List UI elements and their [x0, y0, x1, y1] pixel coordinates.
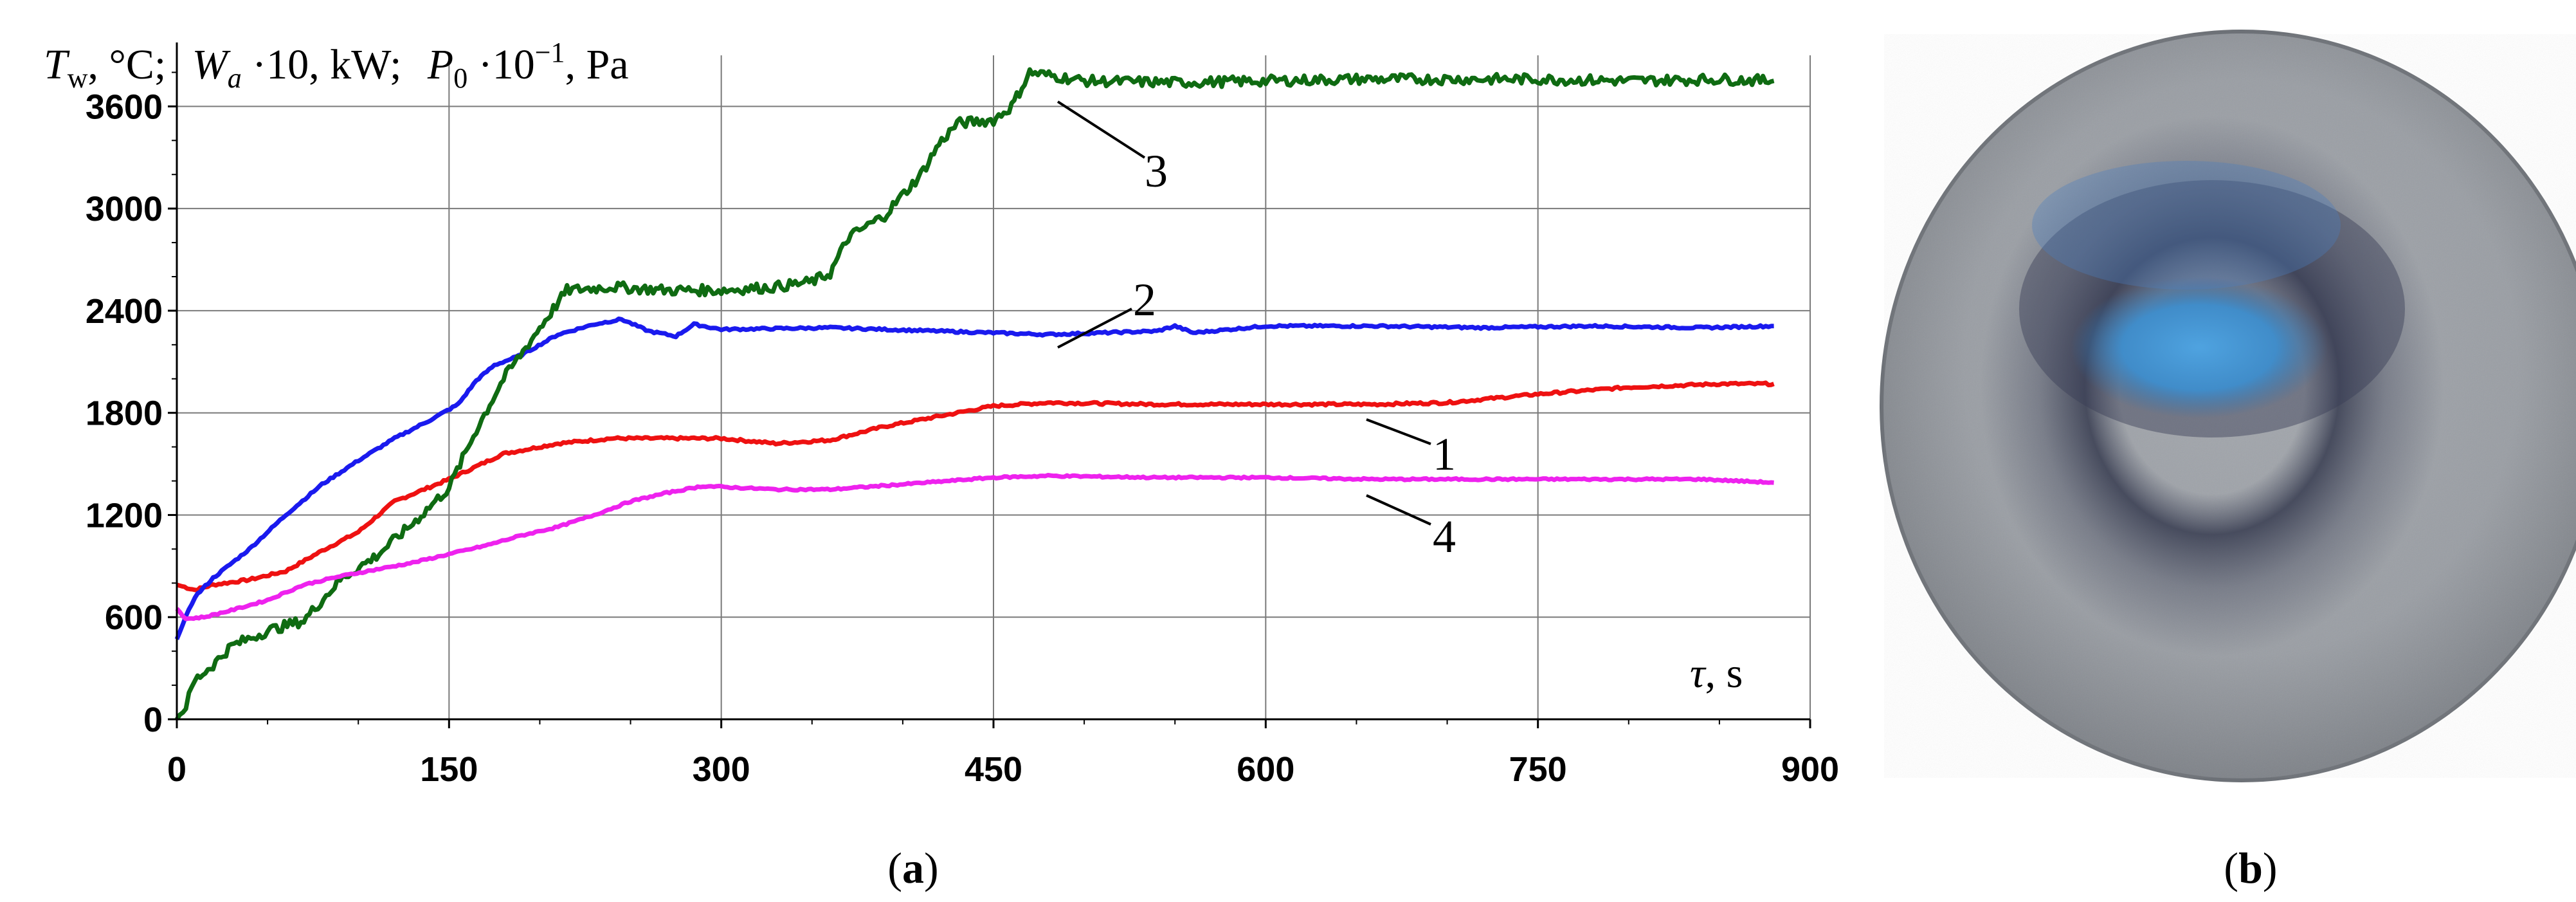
sample-photo: (b): [1880, 30, 2576, 892]
x-tick-label: 900: [1781, 750, 1839, 789]
y-tick-label: 1200: [86, 496, 163, 535]
callout-line-3: [1057, 100, 1146, 159]
series-line-2: [174, 317, 1774, 640]
callout-line-1: [1366, 418, 1431, 445]
callouts: [1057, 100, 1431, 526]
chart-panel: 0 600 1200 1800 2400 3000 3600 0 150 300 450 600 750…: [44, 37, 1840, 892]
series-line-3: [175, 67, 1775, 721]
x-tick-label: 300: [693, 750, 750, 789]
tick-layer: 0 600 1200 1800 2400 3000 3600 0 150 300 450 600 750…: [86, 42, 1839, 789]
series-label-2: 2: [1133, 274, 1156, 326]
grid-layer: [177, 55, 1811, 719]
x-tick-label: 750: [1509, 750, 1567, 789]
caption-b: (b): [2224, 843, 2277, 892]
y-tick-label: 2400: [86, 292, 163, 331]
caption-a: (a): [887, 843, 938, 892]
series-label-4: 4: [1433, 511, 1456, 562]
series-line-1: [176, 380, 1775, 593]
y-tick-label: 3000: [86, 190, 163, 228]
x-tick-label: 0: [167, 750, 186, 789]
series-layer: [174, 67, 1775, 721]
series-label-3: 3: [1145, 145, 1168, 197]
blue-spot: [2071, 277, 2328, 418]
y-tick-label: 0: [143, 701, 163, 739]
y-tick-label: 1800: [86, 394, 163, 433]
x-axis-title: τ, s: [1690, 650, 1743, 697]
series-label-1: 1: [1433, 428, 1456, 480]
blue-haze: [2032, 161, 2341, 290]
x-tick-label: 450: [965, 750, 1022, 789]
x-tick-label: 600: [1237, 750, 1294, 789]
series-line-4: [175, 473, 1774, 621]
callout-line-2: [1057, 308, 1132, 349]
y-axis-title: Tw, °C; Wa ·10, kW; P0 ·10−1, Pa: [44, 37, 629, 94]
y-tick-label: 3600: [86, 87, 163, 126]
callout-line-4: [1366, 494, 1431, 526]
x-tick-label: 150: [420, 750, 478, 789]
y-tick-label: 600: [105, 598, 163, 637]
